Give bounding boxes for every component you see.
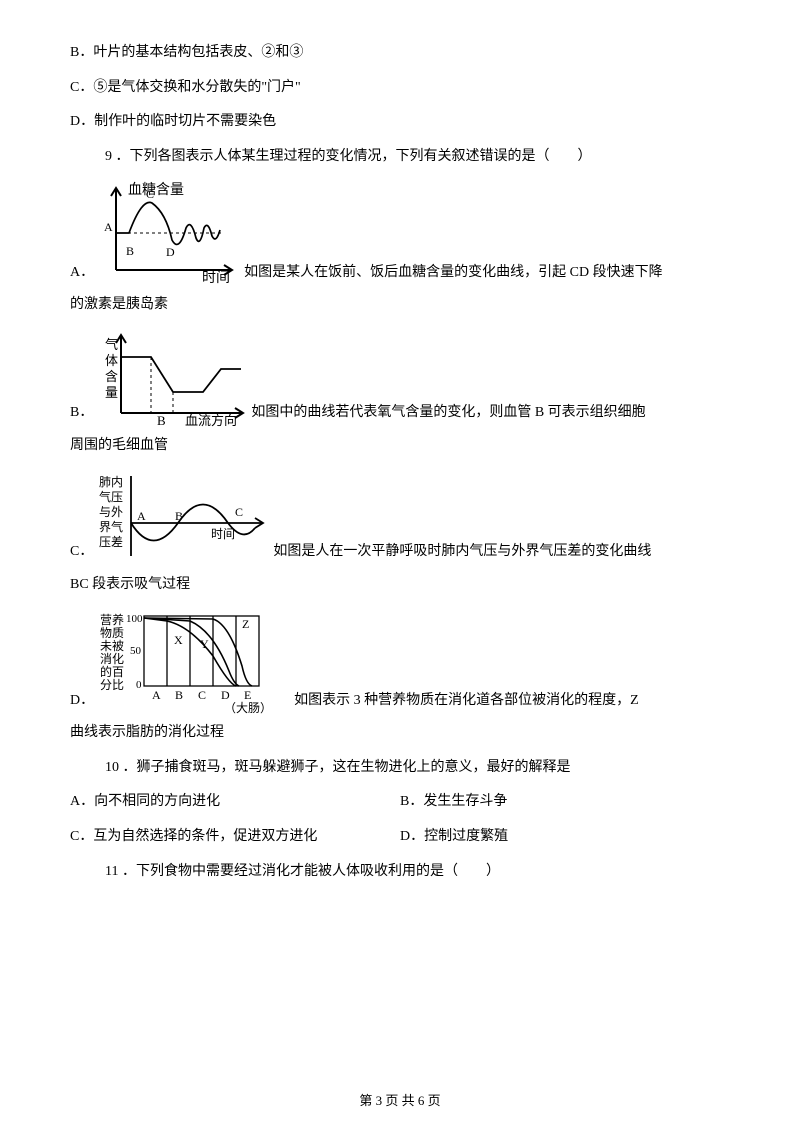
option-b: B．叶片的基本结构包括表皮、②和③ (70, 40, 730, 67)
q9-d-line2: 曲线表示脂肪的消化过程 (70, 720, 730, 747)
chart-blood-sugar: 血糖含量 时间 A B C D (94, 178, 244, 286)
q9-opt-b: B． 气 体 含 量 B 血流方向 如图中的曲线若代表氧气含量的变化，则血管 B… (70, 327, 730, 427)
svg-text:气压: 气压 (99, 489, 123, 504)
svg-text:时间: 时间 (202, 270, 230, 286)
svg-text:E: E (244, 688, 251, 702)
svg-text:B: B (175, 509, 183, 523)
q9-b-line2: 周围的毛细血管 (70, 433, 730, 460)
q9-opt-d: D． 营养 物质 未被 消化 的百 分比 100 50 0 A B C D E … (70, 606, 730, 714)
chart-pressure-diff: 肺内 气压 与外 界气 压差 A B C 时间 (93, 468, 273, 566)
svg-text:A: A (137, 509, 146, 523)
page-footer: 第 3 页 共 6 页 (0, 1089, 800, 1114)
svg-text:B: B (157, 413, 166, 427)
svg-text:的百: 的百 (100, 664, 124, 679)
svg-text:Y: Y (200, 637, 209, 651)
q9-c-prefix: C． (70, 539, 93, 566)
svg-text:气: 气 (105, 337, 118, 352)
svg-text:50: 50 (130, 645, 142, 657)
svg-text:血流方向: 血流方向 (185, 413, 237, 427)
q10-b: B．发生生存斗争 (400, 789, 730, 816)
svg-text:消化: 消化 (100, 652, 124, 666)
option-c: C．⑤是气体交换和水分散失的"门户" (70, 75, 730, 102)
svg-text:压差: 压差 (99, 535, 123, 549)
svg-text:分比: 分比 (100, 678, 124, 692)
svg-text:C: C (235, 505, 243, 519)
q9-b-prefix: B． (70, 400, 93, 427)
q10-row1: A．向不相同的方向进化 B．发生生存斗争 (70, 789, 730, 816)
svg-text:（大肠）: （大肠） (224, 701, 272, 714)
svg-text:C: C (146, 187, 154, 201)
svg-text:与外: 与外 (99, 505, 123, 519)
svg-text:时间: 时间 (211, 527, 235, 541)
svg-text:100: 100 (126, 613, 143, 625)
q9-d-prefix: D． (70, 688, 94, 715)
q10-a: A．向不相同的方向进化 (70, 789, 400, 816)
svg-text:界气: 界气 (99, 519, 123, 534)
svg-text:B: B (175, 688, 183, 702)
q9-opt-a: A． 血糖含量 时间 A B C D 如图是某人在饭前、饭后血糖含量的变化曲线，… (70, 178, 730, 286)
svg-text:量: 量 (105, 385, 118, 400)
q11-stem: 11 ．下列食物中需要经过消化才能被人体吸收利用的是（ ） (70, 859, 730, 886)
option-d: D．制作叶的临时切片不需要染色 (70, 109, 730, 136)
q10-row2: C．互为自然选择的条件，促进双方进化 D．控制过度繁殖 (70, 824, 730, 851)
svg-text:X: X (174, 633, 183, 647)
svg-text:0: 0 (136, 679, 142, 691)
svg-text:D: D (166, 245, 175, 259)
svg-text:A: A (152, 688, 161, 702)
q10-stem: 10 ．狮子捕食斑马，斑马躲避狮子，这在生物进化上的意义，最好的解释是 (70, 755, 730, 782)
chart-gas-content: 气 体 含 量 B 血流方向 (93, 327, 251, 427)
svg-text:肺内: 肺内 (99, 475, 123, 489)
q9-c-text: 如图是人在一次平静呼吸时肺内气压与外界气压差的变化曲线 (273, 539, 651, 566)
svg-text:物质: 物质 (100, 626, 124, 640)
chart-digestion: 营养 物质 未被 消化 的百 分比 100 50 0 A B C D E X Y… (94, 606, 294, 714)
svg-text:C: C (198, 688, 206, 702)
svg-text:血糖含量: 血糖含量 (128, 182, 184, 198)
svg-text:D: D (221, 688, 230, 702)
svg-text:营养: 营养 (100, 612, 124, 627)
q9-d-text: 如图表示 3 种营养物质在消化道各部位被消化的程度，Z (294, 688, 639, 715)
q9-opt-c: C． 肺内 气压 与外 界气 压差 A B C 时间 如图是人在一次平静呼吸时肺… (70, 468, 730, 566)
svg-text:体: 体 (105, 353, 118, 368)
q10-d: D．控制过度繁殖 (400, 824, 730, 851)
q9-stem: 9 ．下列各图表示人体某生理过程的变化情况，下列有关叙述错误的是（ ） (70, 144, 730, 171)
q9-c-line2: BC 段表示吸气过程 (70, 572, 730, 599)
q9-b-text: 如图中的曲线若代表氧气含量的变化，则血管 B 可表示组织细胞 (251, 400, 645, 427)
svg-text:B: B (126, 244, 134, 258)
q9-a-text: 如图是某人在饭前、饭后血糖含量的变化曲线，引起 CD 段快速下降 (244, 260, 662, 287)
svg-text:含: 含 (105, 369, 118, 384)
q9-a-line2: 的激素是胰岛素 (70, 292, 730, 319)
svg-text:未被: 未被 (100, 639, 124, 653)
q10-c: C．互为自然选择的条件，促进双方进化 (70, 824, 400, 851)
svg-text:A: A (104, 220, 113, 234)
svg-text:Z: Z (242, 617, 249, 631)
q9-a-prefix: A． (70, 260, 94, 287)
